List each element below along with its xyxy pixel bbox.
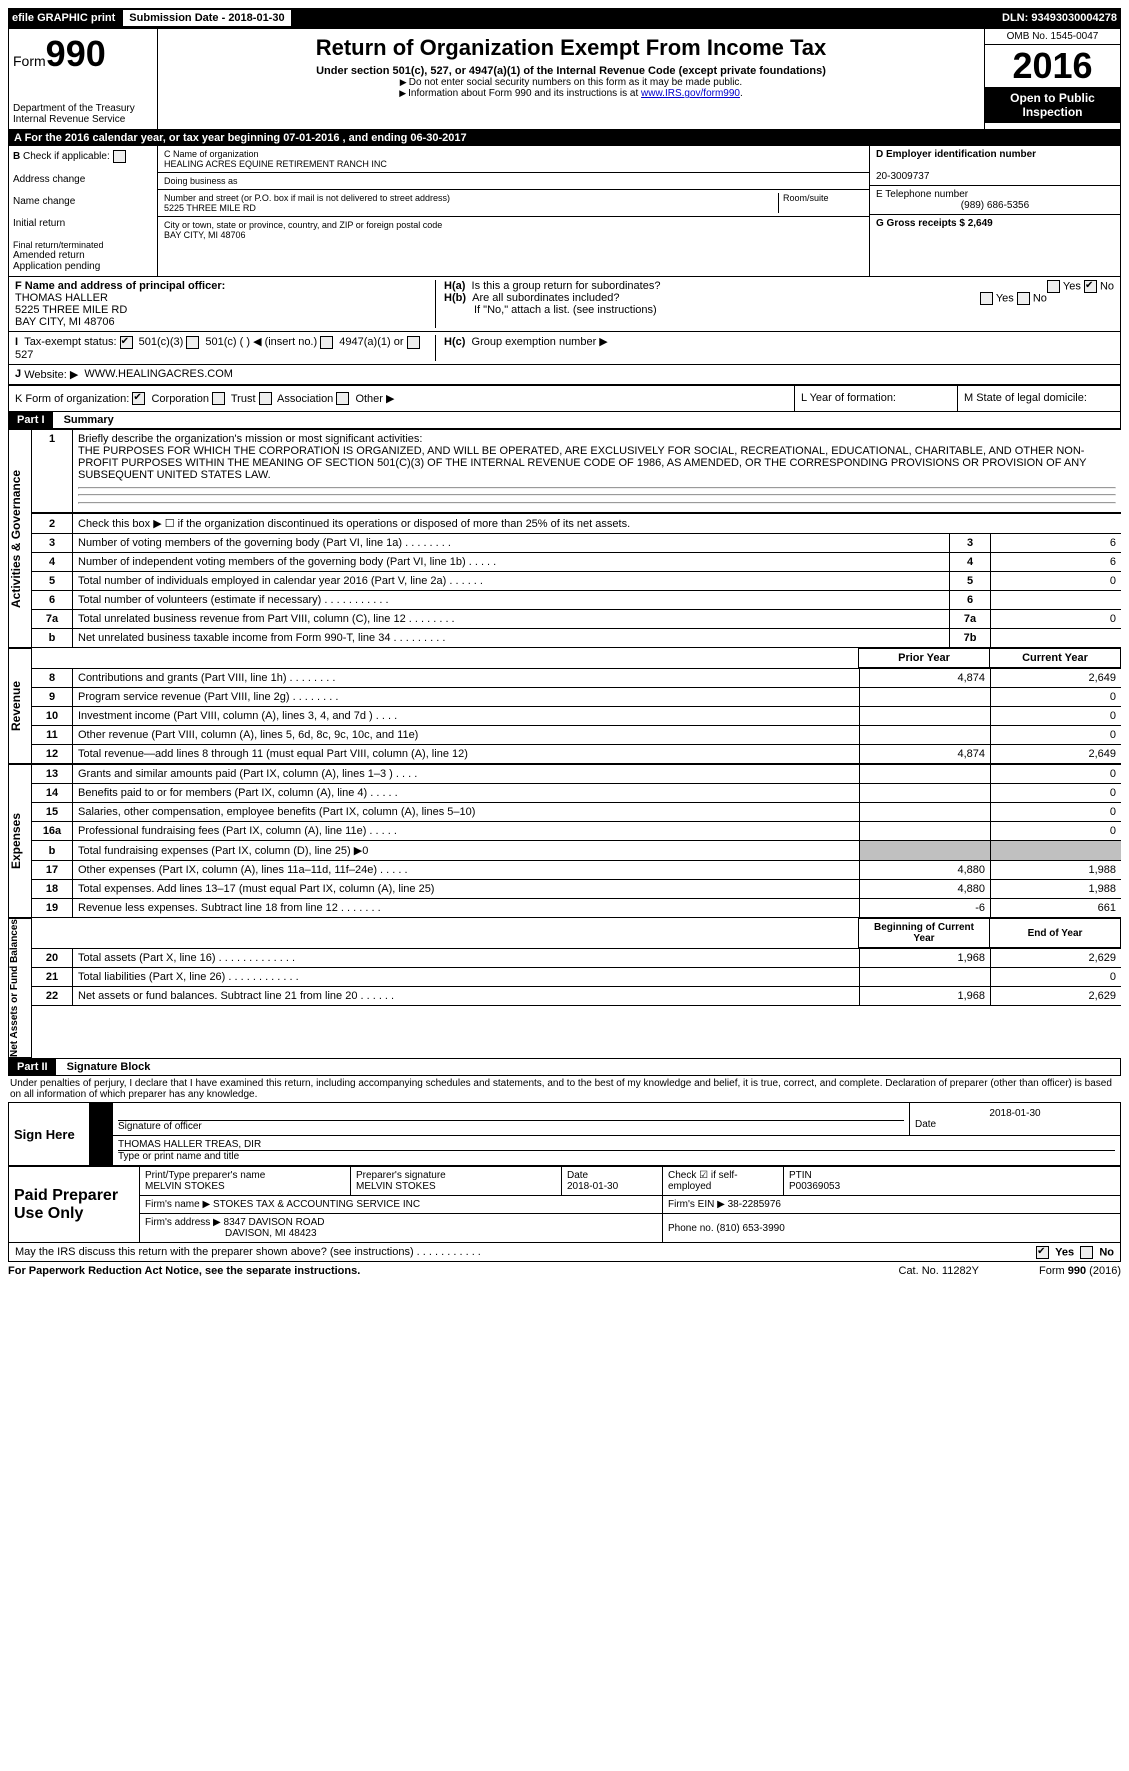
self-employed-check: Check ☑ if self-employed [668, 1170, 738, 1192]
submission-date: Submission Date - 2018-01-30 [123, 10, 290, 26]
current-year-header: Current Year [990, 649, 1121, 668]
firm-phone: (810) 653-3990 [716, 1223, 784, 1234]
part1-label: Part I [9, 412, 53, 428]
e-label: E Telephone number [876, 189, 968, 200]
begin-year-header: Beginning of Current Year [859, 919, 990, 948]
ein: 20-3009737 [876, 171, 929, 182]
sig-officer-label: Signature of officer [118, 1121, 202, 1132]
c-label: C Name of organization [164, 149, 259, 159]
check-amended: Amended return [13, 250, 153, 261]
efile-label: efile GRAPHIC print [12, 12, 115, 24]
check-final: Final return/terminated [13, 240, 153, 250]
efile-header: efile GRAPHIC print Submission Date - 20… [8, 8, 1121, 28]
part1-title: Summary [56, 414, 114, 426]
subtitle: Under section 501(c), 527, or 4947(a)(1)… [164, 65, 978, 77]
k-label: K Form of organization: [15, 393, 129, 405]
city: BAY CITY, MI 48706 [164, 230, 246, 240]
officer-label: F Name and address of principal officer: [15, 280, 435, 292]
preparer-name: MELVIN STOKES [145, 1181, 225, 1192]
section-b: B Check if applicable: Address change Na… [8, 146, 1121, 277]
tax-status-label: Tax-exempt status: [24, 336, 116, 348]
ha-text: Is this a group return for subordinates? [472, 280, 661, 292]
dln: DLN: 93493030004278 [1002, 12, 1117, 24]
check-pending: Application pending [13, 261, 153, 272]
room-label: Room/suite [778, 193, 863, 213]
check-address: Address change [13, 174, 153, 185]
hc-text: Group exemption number ▶ [472, 336, 608, 348]
website-url: WWW.HEALINGACRES.COM [84, 368, 233, 381]
open-public: Open to Public Inspection [985, 87, 1120, 123]
firm-ein: 38-2285976 [728, 1199, 781, 1210]
preparer-sig: MELVIN STOKES [356, 1181, 436, 1192]
street-label: Number and street (or P.O. box if mail i… [164, 193, 450, 203]
note2: Information about Form 990 and its instr… [164, 88, 978, 99]
line1-desc: THE PURPOSES FOR WHICH THE CORPORATION I… [78, 445, 1086, 481]
firm-addr: 8347 DAVISON ROAD [224, 1217, 325, 1228]
firm-city: DAVISON, MI 48423 [145, 1228, 317, 1239]
paid-preparer-label: Paid Preparer Use Only [9, 1167, 140, 1243]
preparer-date: 2018-01-30 [567, 1181, 618, 1192]
ptin: P00369053 [789, 1181, 840, 1192]
sig-date: 2018-01-30 [915, 1108, 1115, 1119]
tax-year: 2016 [985, 45, 1120, 87]
revenue-label: Revenue [8, 648, 32, 764]
city-label: City or town, state or province, country… [164, 220, 442, 230]
irs-link[interactable]: www.IRS.gov/form990 [641, 88, 740, 99]
irs-label: Internal Revenue Service [13, 114, 153, 125]
omb-number: OMB No. 1545-0047 [985, 29, 1120, 45]
phone: (989) 686-5356 [876, 200, 1114, 211]
firm-name: STOKES TAX & ACCOUNTING SERVICE INC [213, 1199, 420, 1210]
street: 5225 THREE MILE RD [164, 203, 256, 213]
pra-notice: For Paperwork Reduction Act Notice, see … [8, 1265, 360, 1277]
row-a: A For the 2016 calendar year, or tax yea… [8, 130, 1121, 146]
check-name: Name change [13, 196, 153, 207]
expenses-label: Expenses [8, 764, 32, 918]
officer-name: THOMAS HALLER [15, 292, 435, 304]
perjury-text: Under penalties of perjury, I declare th… [8, 1076, 1121, 1102]
check-initial: Initial return [13, 218, 153, 229]
l-label: L Year of formation: [794, 386, 957, 412]
dept-treasury: Department of the Treasury [13, 103, 153, 114]
line1-text: Briefly describe the organization's miss… [78, 433, 422, 445]
activities-label: Activities & Governance [8, 429, 32, 648]
form-number: Form990 [13, 33, 153, 75]
sign-here: Sign Here [9, 1103, 90, 1166]
part2-title: Signature Block [59, 1061, 151, 1073]
d-label: D Employer identification number [876, 149, 1036, 160]
netassets-label: Net Assets or Fund Balances [8, 918, 32, 1058]
m-label: M State of legal domicile: [957, 386, 1120, 412]
form-header: Form990 Department of the Treasury Inter… [8, 28, 1121, 130]
website-label: Website: ▶ [24, 368, 78, 381]
officer-addr1: 5225 THREE MILE RD [15, 304, 435, 316]
part2-label: Part II [9, 1059, 56, 1075]
hb-text: Are all subordinates included? [472, 292, 619, 304]
prior-year-header: Prior Year [859, 649, 990, 668]
org-name: HEALING ACRES EQUINE RETIREMENT RANCH IN… [164, 159, 387, 169]
officer-addr2: BAY CITY, MI 48706 [15, 316, 435, 328]
hb-note: If "No," attach a list. (see instruction… [444, 304, 1114, 316]
note1: Do not enter social security numbers on … [164, 77, 978, 88]
cat-no: Cat. No. 11282Y [899, 1265, 980, 1277]
return-title: Return of Organization Exempt From Incom… [164, 35, 978, 61]
officer-print-name: THOMAS HALLER TREAS, DIR [118, 1139, 1115, 1151]
form-footer: Form 990 (2016) [1039, 1265, 1121, 1277]
g-label: G Gross receipts $ 2,649 [876, 218, 993, 229]
discuss-text: May the IRS discuss this return with the… [15, 1246, 481, 1258]
dba: Doing business as [158, 173, 869, 190]
end-year-header: End of Year [990, 919, 1121, 948]
